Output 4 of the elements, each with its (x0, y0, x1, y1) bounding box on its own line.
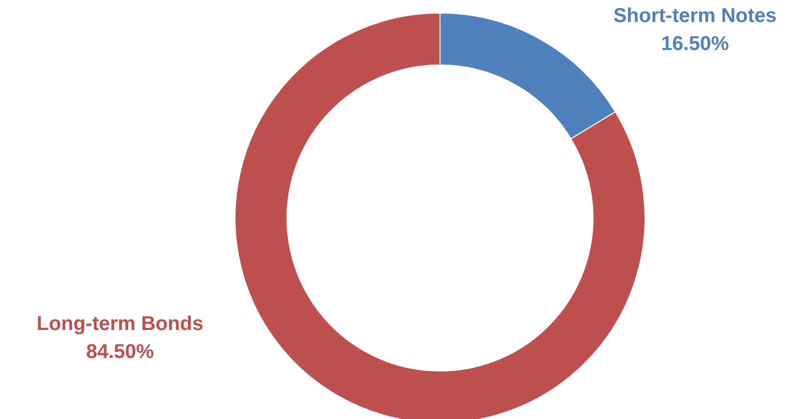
slice-label: Short-term Notes (613, 5, 777, 27)
slice-label: Long-term Bonds (36, 313, 204, 335)
data-label: 16.50% (661, 33, 730, 55)
data-label: 84.50% (86, 341, 154, 363)
